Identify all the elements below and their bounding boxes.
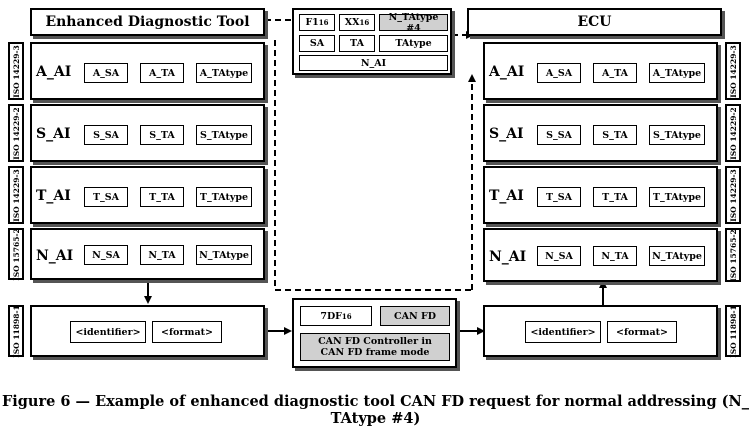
identifier-cell: <identifier> bbox=[525, 321, 601, 343]
cell-ta: T_TA bbox=[140, 187, 184, 207]
cell-sa: T_SA bbox=[84, 187, 128, 207]
bottom-box-left: <identifier> <format> bbox=[30, 305, 265, 357]
cell-sa: A_SA bbox=[537, 63, 581, 83]
format-cell: <format> bbox=[152, 321, 222, 343]
cell-ta: A_TA bbox=[140, 63, 184, 83]
layer-row-a-ai: A_AI A_SA A_TA A_TAtype bbox=[30, 42, 265, 100]
tool-title-box: Enhanced Diagnostic Tool bbox=[30, 8, 265, 36]
iso-label: ISO 14229-3 bbox=[8, 42, 24, 100]
ta-cell: TA bbox=[339, 35, 375, 52]
f1-cell: F1 16 bbox=[299, 14, 335, 31]
iso-label: ISO 15765-2 bbox=[8, 228, 24, 280]
cell-ta: T_TA bbox=[593, 187, 637, 207]
format-cell: <format> bbox=[607, 321, 677, 343]
layer-name: S_AI bbox=[36, 126, 71, 142]
layer-name: A_AI bbox=[36, 64, 72, 80]
cell-sa: S_SA bbox=[537, 125, 581, 145]
cell-ta: A_TA bbox=[593, 63, 637, 83]
layer-row-a-ai: A_AI A_SA A_TA A_TAtype bbox=[483, 42, 718, 100]
cell-ta: N_TA bbox=[140, 245, 184, 265]
caption-line-2: TAtype #4) bbox=[330, 410, 421, 427]
layer-row-n-ai: N_AI N_SA N_TA N_TAtype bbox=[30, 228, 265, 280]
layer-row-t-ai: T_AI T_SA T_TA T_TAtype bbox=[30, 166, 265, 224]
cell-sa: T_SA bbox=[537, 187, 581, 207]
layer-name: N_AI bbox=[36, 248, 74, 264]
can-id-cell: 7DF 16 bbox=[300, 306, 372, 326]
cell-tatype: T_TAtype bbox=[649, 187, 705, 207]
cell-tatype: A_TAtype bbox=[196, 63, 252, 83]
layer-name: A_AI bbox=[489, 64, 525, 80]
iso-label: ISO 14229-3 bbox=[725, 166, 741, 224]
iso-label: ISO 14229-2 bbox=[725, 104, 741, 162]
cell-tatype: S_TAtype bbox=[196, 125, 252, 145]
figure-caption: Figure 6 — Example of enhanced diagnosti… bbox=[0, 393, 751, 427]
cell-sa: N_SA bbox=[84, 245, 128, 265]
cell-tatype: A_TAtype bbox=[649, 63, 705, 83]
ntatype-cell: N_TAtype #4 bbox=[379, 12, 448, 34]
iso-label: ISO 11898-1 bbox=[725, 305, 741, 357]
cell-tatype: N_TAtype bbox=[649, 246, 705, 266]
message-box: F1 16 XX 16 N_TAtype #4 SA TA TAtype N_AI bbox=[292, 8, 452, 75]
ecu-title-box: ECU bbox=[467, 8, 722, 36]
layer-row-s-ai: S_AI S_SA S_TA S_TAtype bbox=[30, 104, 265, 162]
cell-tatype: T_TAtype bbox=[196, 187, 252, 207]
xx-cell: XX 16 bbox=[339, 14, 375, 31]
layer-name: T_AI bbox=[489, 188, 524, 204]
can-fd-frame-box: 7DF 16 CAN FD CAN FD Controller in CAN FD… bbox=[292, 298, 457, 368]
nai-cell: N_AI bbox=[299, 55, 448, 71]
can-fd-cell: CAN FD bbox=[380, 306, 450, 326]
iso-label: ISO 14229-3 bbox=[725, 42, 741, 100]
iso-label: ISO 14229-2 bbox=[8, 104, 24, 162]
cell-tatype: S_TAtype bbox=[649, 125, 705, 145]
layer-name: N_AI bbox=[489, 249, 527, 265]
sa-cell: SA bbox=[299, 35, 335, 52]
cell-ta: S_TA bbox=[593, 125, 637, 145]
layer-name: S_AI bbox=[489, 126, 524, 142]
iso-label: ISO 14229-3 bbox=[8, 166, 24, 224]
cell-ta: S_TA bbox=[140, 125, 184, 145]
identifier-cell: <identifier> bbox=[70, 321, 146, 343]
ecu-title: ECU bbox=[577, 14, 612, 30]
can-fd-controller-cell: CAN FD Controller in CAN FD frame mode bbox=[300, 333, 450, 361]
layer-row-s-ai: S_AI S_SA S_TA S_TAtype bbox=[483, 104, 718, 162]
caption-line-1: Figure 6 — Example of enhanced diagnosti… bbox=[1, 393, 750, 410]
layer-name: T_AI bbox=[36, 188, 71, 204]
cell-sa: A_SA bbox=[84, 63, 128, 83]
iso-label: ISO 11898-1 bbox=[8, 305, 24, 357]
tool-title: Enhanced Diagnostic Tool bbox=[45, 14, 250, 30]
cell-ta: N_TA bbox=[593, 246, 637, 266]
cell-tatype: N_TAtype bbox=[196, 245, 252, 265]
layer-row-t-ai: T_AI T_SA T_TA T_TAtype bbox=[483, 166, 718, 224]
cell-sa: N_SA bbox=[537, 246, 581, 266]
layer-row-n-ai: N_AI N_SA N_TA N_TAtype bbox=[483, 228, 718, 282]
iso-label: ISO 15765-2 bbox=[725, 228, 741, 282]
cell-sa: S_SA bbox=[84, 125, 128, 145]
tatype-cell: TAtype bbox=[379, 35, 448, 52]
bottom-box-right: <identifier> <format> bbox=[483, 305, 718, 357]
